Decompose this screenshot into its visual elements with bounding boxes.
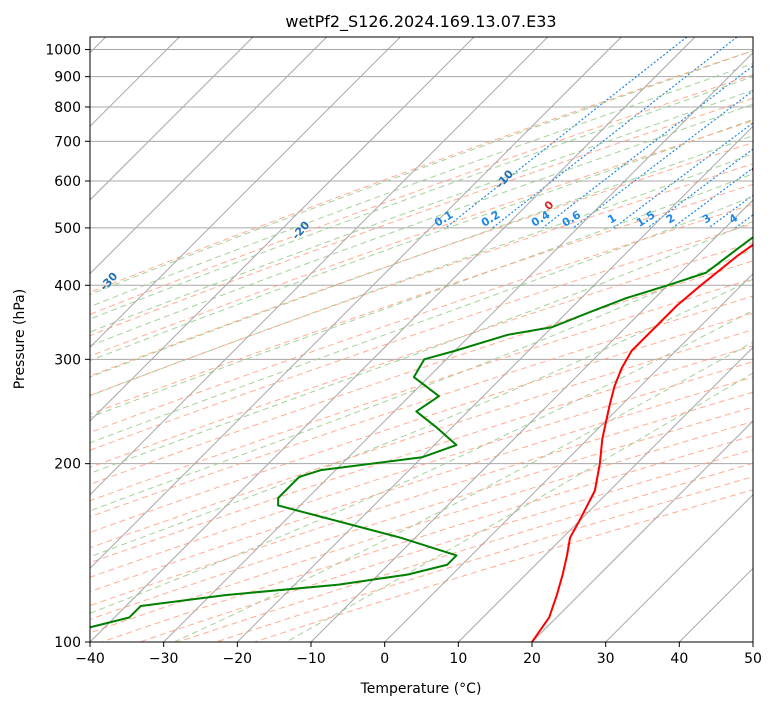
dry-adiabat — [90, 50, 753, 293]
mixing-ratio-line — [542, 65, 753, 229]
moist-adiabat — [90, 195, 753, 444]
isotherm — [531, 420, 753, 642]
y-tick-label: 200 — [54, 457, 81, 473]
dry-adiabat — [90, 329, 753, 549]
y-tick-label: 900 — [54, 70, 81, 86]
plot-area: 0.10.20.40.611.52346810131620253036-100-… — [90, 37, 769, 642]
x-tick-label: 40 — [670, 651, 688, 667]
isotherm — [90, 37, 401, 349]
isotherm — [457, 346, 753, 642]
isotherm — [90, 37, 254, 201]
pressure-gridlines — [90, 49, 753, 642]
isotherm — [384, 272, 753, 642]
mixing-ratio-line — [613, 122, 753, 229]
moist-adiabat — [90, 76, 753, 320]
dry-adiabat — [90, 97, 753, 337]
mixing-ratio-line — [672, 167, 753, 229]
y-axis-ticks: 100 200 300 400 500 600 700 800 900 1000 — [45, 43, 90, 651]
dry-adiabat — [90, 163, 753, 396]
dry-adiabat — [90, 74, 753, 315]
y-tick-label: 500 — [54, 221, 81, 237]
x-axis-title: Temperature (°C) — [360, 681, 482, 697]
x-tick-label: 10 — [449, 651, 467, 667]
isotherm — [90, 37, 475, 422]
dewpoint-line — [90, 236, 753, 629]
y-tick-label: 400 — [54, 278, 81, 294]
y-axis-title: Pressure (hPa) — [12, 289, 28, 389]
y-tick-label: 100 — [54, 635, 81, 651]
moist-adiabat — [90, 118, 753, 362]
y-tick-label: 1000 — [45, 43, 81, 59]
dry-adiabat — [90, 312, 753, 533]
x-tick-label: 50 — [744, 651, 762, 667]
moist-adiabat — [90, 153, 753, 397]
moist-adiabat-label: 10 — [749, 158, 769, 178]
moist-adiabat — [90, 173, 753, 418]
isotherm — [90, 37, 622, 570]
isotherm — [236, 125, 753, 642]
moist-adiabat — [90, 50, 753, 296]
y-tick-label: 700 — [54, 134, 81, 150]
y-tick-label: 600 — [54, 174, 81, 190]
isotherm — [605, 493, 753, 642]
isotherm — [90, 37, 549, 496]
dry-adiabat — [90, 361, 753, 578]
moist-adiabat — [90, 248, 753, 512]
dry-adiabat — [90, 278, 753, 502]
dry-adiabat — [90, 223, 753, 451]
isotherm — [163, 51, 753, 642]
dry-adiabat — [90, 183, 753, 415]
x-axis-ticks: −40 −30 −20 −10 0 10 20 30 40 50 — [75, 642, 762, 667]
isotherm — [90, 37, 328, 275]
chart-title: wetPf2_S126.2024.169.13.07.E33 — [285, 12, 556, 32]
x-tick-label: −20 — [223, 651, 253, 667]
plot-frame — [89, 36, 754, 643]
x-tick-label: −40 — [75, 651, 105, 667]
x-tick-label: −10 — [296, 651, 326, 667]
temperature-line — [531, 243, 753, 642]
x-tick-label: −30 — [149, 651, 179, 667]
y-tick-label: 800 — [54, 100, 81, 116]
x-tick-label: 30 — [597, 651, 615, 667]
y-tick-label: 300 — [54, 352, 81, 368]
x-tick-label: 20 — [523, 651, 541, 667]
mixing-ratio-line — [572, 89, 753, 229]
isotherm — [90, 37, 696, 642]
dry-adiabat — [90, 391, 753, 607]
sounding-curves — [90, 236, 753, 642]
moist-adiabat — [90, 278, 753, 558]
dry-adiabat — [90, 142, 753, 377]
x-tick-label: 0 — [380, 651, 389, 667]
